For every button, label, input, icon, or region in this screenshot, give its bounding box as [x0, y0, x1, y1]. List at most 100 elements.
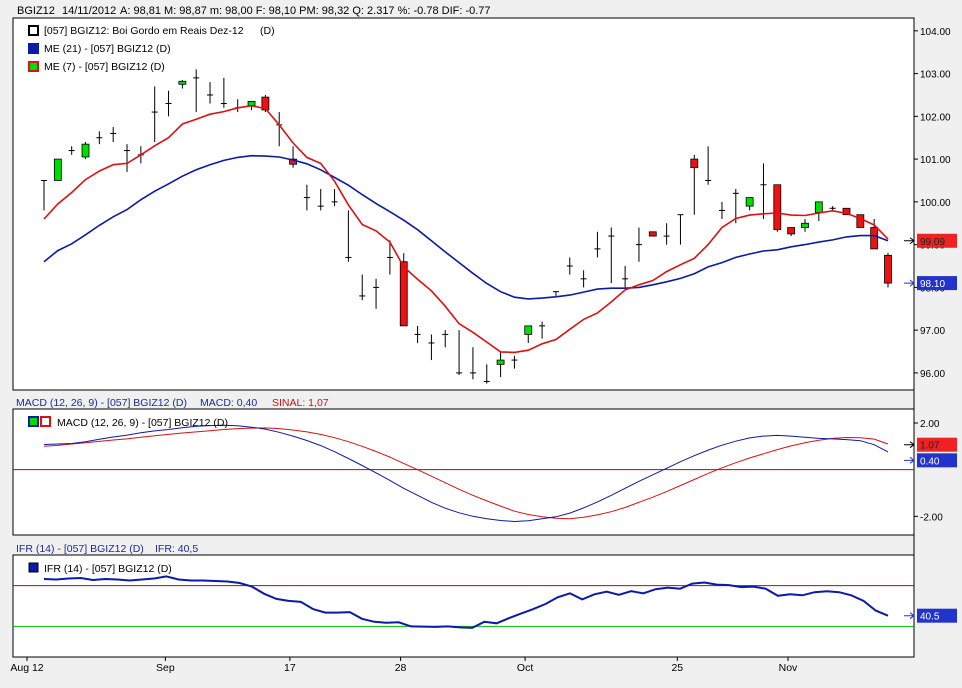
candle: [165, 90, 172, 117]
y-tick-label: 103.00: [920, 70, 951, 81]
candle: [399, 253, 408, 327]
signal-value-tag: 1.07: [920, 441, 940, 452]
candle: [428, 334, 435, 361]
macd-legend-icon: [28, 416, 39, 427]
price-legend-period: (D): [260, 25, 275, 37]
macd-title: MACD (12, 26, 9) - [057] BGIZ12 (D): [16, 397, 187, 409]
candle: [124, 144, 131, 172]
candle: [359, 274, 366, 301]
y-tick-label: 100.00: [920, 198, 951, 209]
header-bar: [0, 0, 962, 18]
last-price-tag-box: [917, 276, 957, 291]
candle: [483, 364, 490, 384]
candle: [96, 131, 103, 145]
y-tick-label: 97.00: [920, 326, 945, 337]
candle: [580, 270, 587, 288]
candle: [801, 218, 809, 232]
ifr-value-tag: 40.5: [920, 612, 940, 623]
candle: [856, 214, 865, 228]
candle: [884, 252, 892, 288]
signal-legend-icon: [40, 416, 51, 427]
header-symbol: BGIZ12: [17, 5, 55, 17]
candle: [373, 278, 380, 309]
candle: [760, 163, 767, 219]
candle: [870, 218, 879, 250]
y-tick-label: 101.00: [920, 155, 951, 166]
candle: [496, 351, 505, 378]
ifr-line: [43, 575, 889, 629]
macd-line: [43, 424, 889, 523]
candle-body: [842, 207, 851, 216]
signal-value-tag-box: [917, 437, 957, 452]
candle-body: [399, 261, 408, 327]
macd-legend-label: MACD (12, 26, 9) - [057] BGIZ12 (D): [57, 417, 228, 429]
candle: [178, 80, 187, 89]
price-legend-label: ME (7) - [057] BGIZ12 (D): [44, 61, 165, 73]
candle: [345, 210, 352, 262]
ifr-legend-label: IFR (14) - [057] BGIZ12 (D): [44, 563, 172, 575]
candle: [539, 321, 546, 339]
candle: [207, 82, 214, 104]
ma21-value-tag-box: [917, 233, 957, 248]
candle-body: [801, 222, 809, 228]
x-tick-label: Nov: [779, 662, 798, 674]
candle: [469, 347, 476, 380]
candle-body: [745, 197, 754, 207]
candle-body: [870, 227, 879, 250]
candle: [414, 325, 421, 343]
candle: [718, 201, 725, 219]
x-tick-label: Aug 12: [10, 662, 43, 674]
candle-body: [53, 158, 62, 181]
candle: [552, 291, 559, 296]
candle: [68, 146, 75, 155]
signal-value-label: SINAL: 1,07: [272, 397, 329, 409]
candle: [442, 330, 449, 348]
ma21-value-tag-arrow: [904, 237, 915, 245]
header-date: 14/11/2012: [62, 5, 116, 17]
candle-body: [884, 254, 892, 284]
candle: [81, 142, 90, 160]
macd-y-tick-label: 2.00: [920, 419, 940, 430]
candle: [41, 179, 47, 211]
candle: [303, 184, 310, 211]
candle: [635, 227, 642, 262]
candle: [456, 330, 463, 376]
macd-y-tick-label: -2.00: [920, 512, 943, 523]
candle: [787, 227, 796, 237]
candle: [566, 257, 573, 275]
candle-body: [773, 184, 782, 231]
candle: [622, 266, 629, 288]
candle-body: [787, 227, 796, 235]
candle: [829, 206, 836, 211]
y-tick-label: 104.00: [920, 27, 951, 38]
price-legend-label: ME (21) - [057] BGIZ12 (D): [44, 43, 171, 55]
candle: [524, 325, 533, 343]
candle: [732, 189, 739, 224]
ifr-legend-icon: [28, 562, 39, 573]
ma21-value-tag: 99.09: [920, 237, 945, 248]
ifr-panel: [12, 554, 915, 658]
candle-body: [261, 96, 270, 111]
x-tick-label: 28: [395, 662, 407, 674]
candle: [151, 86, 158, 142]
candle: [331, 189, 338, 207]
y-tick-label: 102.00: [920, 112, 951, 123]
blue-square-icon: [28, 43, 39, 54]
candle-body: [648, 231, 657, 237]
last-price-tag: 98.10: [920, 279, 945, 290]
candle: [745, 197, 754, 211]
candle: [663, 223, 670, 245]
red-green-square-icon: [28, 61, 39, 72]
ifr-value-label: IFR: 40,5: [155, 543, 198, 555]
candle: [53, 158, 62, 181]
candle-body: [524, 325, 533, 335]
macd-value-tag: 0.40: [920, 456, 940, 467]
x-tick-label: Oct: [517, 662, 533, 674]
ifr-value-tag-arrow: [904, 612, 915, 620]
ifr-value-tag-box: [917, 608, 957, 623]
candle: [193, 69, 200, 113]
signal-line: [43, 427, 889, 520]
candle: [220, 77, 227, 108]
